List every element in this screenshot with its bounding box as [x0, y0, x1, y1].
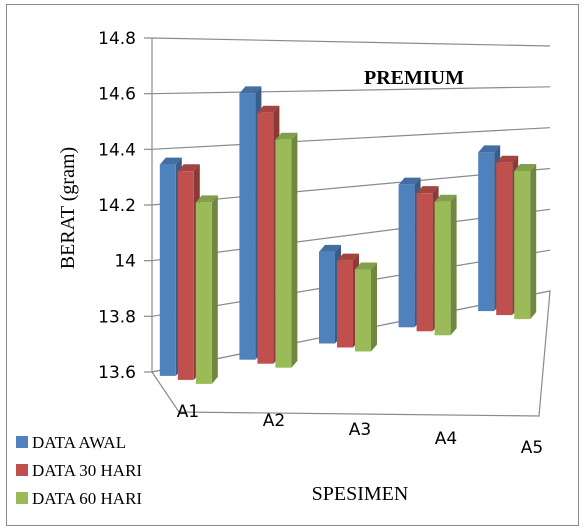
- bar-A4-data-60-hari: [434, 194, 457, 336]
- bar-A3-data-60-hari: [355, 262, 377, 352]
- x-tick-labels: A1 A2 A3 A4 A5: [177, 402, 543, 458]
- y-tick-label: 13.8: [98, 307, 136, 327]
- chart-title: PREMIUM: [364, 67, 464, 89]
- x-tick-label: A4: [435, 429, 457, 449]
- x-tick-label: A3: [349, 420, 371, 440]
- x-tick-label: A2: [263, 411, 285, 431]
- bar-A5-data-60-hari: [514, 163, 537, 320]
- bars: [159, 86, 537, 384]
- x-tick-label: A1: [177, 402, 199, 422]
- y-tick-labels: 13.6 13.8 14 14.2 14.4 14.6 14.8: [98, 29, 136, 383]
- legend-label: DATA 30 HARI: [32, 461, 142, 480]
- gridline: [151, 86, 551, 95]
- legend: DATA AWAL DATA 30 HARI DATA 60 HARI: [16, 433, 142, 508]
- gridline: [151, 127, 551, 150]
- legend-swatch: [16, 464, 28, 476]
- y-tick-label: 14.2: [98, 196, 136, 216]
- bar-A2-data-60-hari: [275, 132, 298, 368]
- y-tick-label: 14.6: [98, 85, 136, 105]
- y-tick-label: 14: [114, 252, 136, 272]
- legend-swatch: [16, 492, 28, 504]
- legend-swatch: [16, 436, 28, 448]
- legend-label: DATA AWAL: [32, 433, 126, 452]
- gridline: [151, 37, 551, 47]
- x-tick-label: A5: [521, 438, 543, 458]
- legend-label: DATA 60 HARI: [32, 489, 142, 508]
- x-axis-label: SPESIMEN: [312, 483, 409, 505]
- bar-A1-data-60-hari: [195, 195, 218, 384]
- y-tick-label: 13.6: [98, 363, 136, 383]
- y-axis-label: BERAT (gram): [57, 147, 79, 269]
- y-tick-label: 14.8: [98, 29, 136, 49]
- y-tick-label: 14.4: [98, 140, 136, 160]
